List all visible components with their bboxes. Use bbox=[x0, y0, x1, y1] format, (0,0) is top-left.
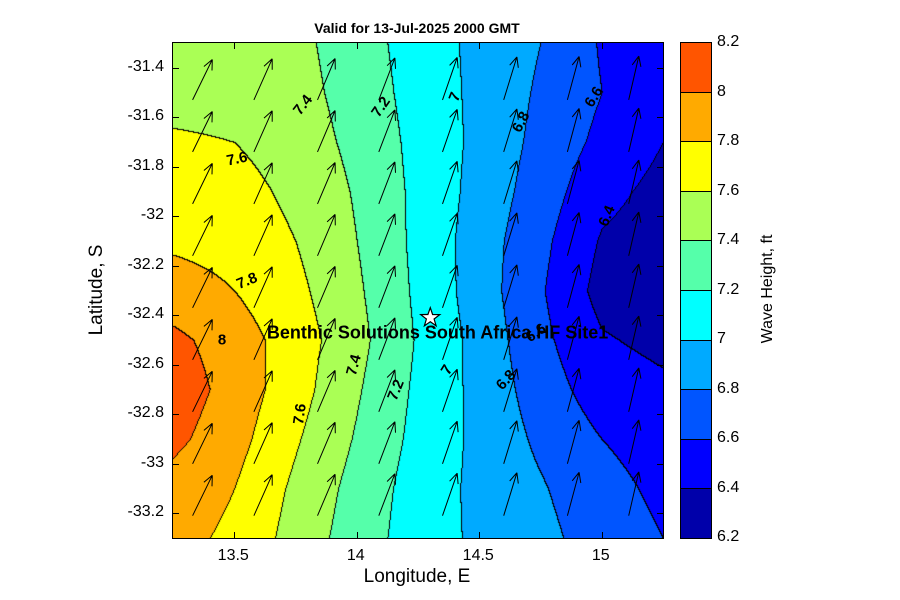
x-tick-label: 14.5 bbox=[462, 547, 494, 564]
quiver-arrows bbox=[192, 55, 642, 516]
colorbar-band bbox=[681, 240, 711, 290]
plot-overlay-layer bbox=[192, 55, 642, 516]
y-tick-label: -33 bbox=[140, 453, 164, 471]
site-star-marker-icon bbox=[418, 305, 442, 328]
tick-mark bbox=[173, 463, 179, 465]
y-tick-label: -32.4 bbox=[127, 305, 164, 323]
tick-mark bbox=[356, 43, 358, 49]
colorbar-band bbox=[681, 339, 711, 390]
tick-mark bbox=[173, 166, 179, 168]
colorbar-band bbox=[681, 488, 711, 538]
y-tick-label: -32.2 bbox=[127, 255, 164, 273]
y-tick-label: -32.8 bbox=[127, 404, 164, 422]
tick-mark bbox=[356, 532, 358, 538]
x-tick-label: 13.5 bbox=[217, 547, 249, 564]
tick-mark bbox=[657, 513, 663, 515]
colorbar-tick-label: 7.6 bbox=[717, 181, 740, 199]
tick-mark bbox=[173, 315, 179, 317]
tick-mark bbox=[173, 67, 179, 69]
tick-mark bbox=[173, 265, 179, 267]
colorbar-tick-label: 7 bbox=[717, 330, 726, 347]
y-tick-label: -31.4 bbox=[127, 57, 164, 75]
colorbar-band bbox=[681, 289, 711, 340]
colorbar-band bbox=[681, 190, 711, 241]
contour-label: 8 bbox=[217, 331, 227, 349]
colorbar-tick-label: 8 bbox=[717, 82, 726, 100]
tick-mark bbox=[657, 265, 663, 267]
y-tick-label: -31.8 bbox=[127, 156, 164, 174]
x-axis-label: Longitude, E bbox=[363, 566, 471, 587]
y-tick-label: -31.6 bbox=[127, 107, 164, 125]
tick-mark bbox=[601, 532, 603, 538]
colorbar-tick-label: 7.8 bbox=[717, 132, 740, 149]
colorbar-band bbox=[681, 91, 711, 142]
colorbar bbox=[680, 42, 712, 539]
tick-mark bbox=[479, 43, 481, 49]
tick-mark bbox=[657, 315, 663, 317]
colorbar-band bbox=[681, 389, 711, 439]
contour-plot-area: 7.6 7.4 7.2 7 6.8 6.6 6.4 7.8 8 6.6 7.4 7.6 7.2 7 6.8 … bbox=[172, 42, 664, 539]
colorbar-tick-label: 6.4 bbox=[717, 478, 740, 496]
contour-label: 7.6 bbox=[224, 148, 249, 170]
tick-mark bbox=[173, 513, 179, 515]
colorbar-tick-label: 6.2 bbox=[717, 528, 740, 545]
y-tick-label: -32.6 bbox=[127, 354, 164, 372]
tick-mark bbox=[657, 117, 663, 119]
colorbar-tick-label: 7.2 bbox=[717, 280, 740, 298]
colorbar-tick-label: 6.8 bbox=[717, 379, 740, 397]
tick-mark bbox=[657, 364, 663, 366]
tick-mark bbox=[234, 532, 236, 538]
tick-mark bbox=[657, 216, 663, 218]
tick-mark bbox=[173, 216, 179, 218]
colorbar-tick-label: 8.2 bbox=[717, 33, 740, 50]
tick-mark bbox=[657, 463, 663, 465]
colorbar-tick-label: 7.4 bbox=[717, 231, 740, 248]
y-tick-label: -32 bbox=[140, 206, 164, 224]
colorbar-label: Wave Height, ft bbox=[759, 234, 776, 344]
tick-mark bbox=[601, 43, 603, 49]
tick-mark bbox=[657, 166, 663, 168]
filled-contour-canvas bbox=[173, 43, 663, 538]
plot-title: Valid for 13-Jul-2025 2000 GMT bbox=[314, 20, 520, 36]
tick-mark bbox=[657, 414, 663, 416]
colorbar-band bbox=[681, 438, 711, 489]
colorbar-band bbox=[681, 141, 711, 191]
tick-mark bbox=[234, 43, 236, 49]
tick-mark bbox=[173, 414, 179, 416]
tick-mark bbox=[173, 364, 179, 366]
contour-label: 7.6 bbox=[290, 402, 311, 426]
tick-mark bbox=[173, 117, 179, 119]
y-tick-label: -33.2 bbox=[127, 503, 164, 521]
colorbar-tick-label: 6.6 bbox=[717, 429, 740, 446]
colorbar-band bbox=[681, 43, 711, 92]
tick-mark bbox=[479, 532, 481, 538]
tick-mark bbox=[657, 67, 663, 69]
x-tick-label: 14 bbox=[346, 547, 365, 564]
site-annotation: Benthic Solutions South Africa HF Site1 bbox=[266, 322, 609, 343]
x-tick-label: 15 bbox=[591, 547, 610, 564]
